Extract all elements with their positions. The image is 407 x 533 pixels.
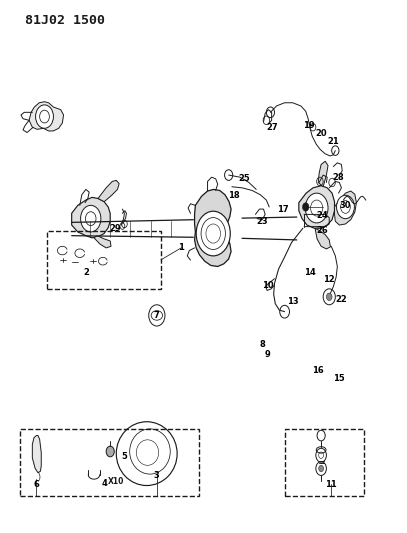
Circle shape — [326, 293, 332, 301]
Text: X10: X10 — [108, 477, 125, 486]
Text: 5: 5 — [121, 453, 127, 462]
Bar — [284, 429, 364, 496]
Circle shape — [106, 446, 114, 457]
Text: 3: 3 — [154, 471, 160, 480]
Polygon shape — [98, 180, 119, 201]
Text: 18: 18 — [228, 191, 239, 200]
Circle shape — [35, 105, 53, 128]
Bar — [20, 429, 199, 496]
Text: 20: 20 — [315, 129, 327, 138]
Text: 1: 1 — [178, 244, 184, 253]
Text: 11: 11 — [325, 480, 337, 489]
Polygon shape — [32, 435, 41, 473]
Circle shape — [149, 305, 165, 326]
Polygon shape — [29, 102, 63, 131]
Text: 12: 12 — [324, 275, 335, 284]
Text: 24: 24 — [317, 212, 328, 221]
Circle shape — [337, 195, 354, 219]
Text: 23: 23 — [256, 217, 268, 227]
Text: 22: 22 — [335, 295, 347, 304]
Bar — [47, 231, 161, 289]
Text: 17: 17 — [277, 205, 289, 214]
Text: 6: 6 — [33, 480, 39, 489]
Polygon shape — [94, 236, 111, 248]
Polygon shape — [318, 161, 328, 187]
Polygon shape — [299, 185, 335, 228]
Text: 21: 21 — [327, 137, 339, 146]
Text: 14: 14 — [304, 269, 316, 277]
Polygon shape — [315, 228, 330, 249]
Text: 28: 28 — [333, 173, 344, 182]
Text: 27: 27 — [266, 123, 278, 132]
Text: 7: 7 — [154, 311, 160, 320]
Text: 10: 10 — [262, 281, 274, 290]
Circle shape — [319, 465, 324, 472]
Text: 9: 9 — [265, 350, 271, 359]
Text: 13: 13 — [287, 296, 299, 305]
Text: 16: 16 — [313, 366, 324, 375]
Text: 29: 29 — [109, 224, 121, 233]
Text: 81J02 1500: 81J02 1500 — [25, 14, 105, 27]
Polygon shape — [195, 189, 231, 266]
Text: 4: 4 — [101, 479, 107, 488]
Text: 8: 8 — [259, 340, 265, 349]
Circle shape — [302, 203, 309, 211]
Circle shape — [305, 193, 328, 223]
Text: 25: 25 — [238, 174, 250, 183]
Polygon shape — [335, 191, 357, 225]
Circle shape — [81, 205, 101, 232]
Polygon shape — [72, 197, 110, 238]
Text: 2: 2 — [83, 269, 89, 277]
Circle shape — [196, 211, 230, 256]
Text: 19: 19 — [303, 121, 315, 130]
Text: 30: 30 — [339, 201, 351, 211]
Text: 15: 15 — [333, 374, 344, 383]
Text: 26: 26 — [317, 226, 328, 235]
